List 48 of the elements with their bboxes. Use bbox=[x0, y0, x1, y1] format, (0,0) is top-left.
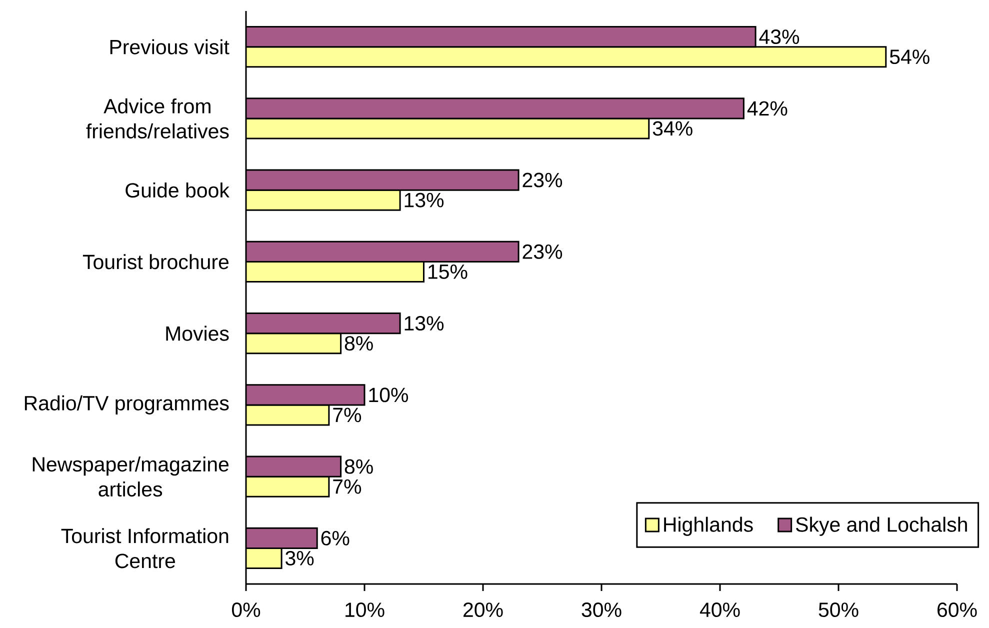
x-tick-label: 0% bbox=[232, 602, 260, 618]
data-label: 42% bbox=[747, 101, 788, 116]
bar bbox=[246, 332, 342, 354]
data-label: 43% bbox=[759, 30, 800, 44]
bar bbox=[246, 260, 424, 282]
data-label: 54% bbox=[890, 50, 930, 64]
legend-label: Skye and Lochalsh bbox=[796, 516, 967, 536]
data-label: 7% bbox=[333, 479, 362, 494]
y-tick-label: Radio/TV programmes bbox=[24, 395, 229, 414]
y-tick-label: Movies bbox=[166, 326, 229, 341]
bar bbox=[246, 384, 366, 406]
data-label: 23% bbox=[522, 172, 562, 188]
y-tick-label: Previous visit bbox=[110, 39, 230, 54]
data-label: 8% bbox=[344, 336, 373, 351]
bar bbox=[246, 476, 330, 498]
y-tick-label: Guide book bbox=[126, 182, 230, 198]
x-tick-label: 20% bbox=[464, 602, 503, 618]
x-tick-label: 10% bbox=[346, 602, 384, 618]
bar bbox=[246, 46, 887, 68]
data-label: 13% bbox=[404, 316, 444, 331]
data-label: 23% bbox=[522, 244, 562, 259]
bar bbox=[246, 240, 520, 262]
data-label: 10% bbox=[369, 388, 408, 402]
x-tick-label: 40% bbox=[700, 602, 740, 618]
bar bbox=[246, 98, 744, 120]
y-tick-label: Tourist brochure bbox=[82, 254, 229, 270]
data-label: 34% bbox=[652, 121, 692, 136]
bar bbox=[246, 189, 401, 211]
bar bbox=[246, 118, 650, 140]
bar bbox=[246, 26, 756, 48]
y-tick-label: Newspaper/magazine articles bbox=[32, 456, 229, 497]
bar bbox=[246, 404, 330, 426]
bar bbox=[246, 527, 318, 549]
data-label: 13% bbox=[404, 192, 444, 208]
data-label: 6% bbox=[321, 530, 350, 546]
data-label: 15% bbox=[428, 264, 468, 279]
x-tick-label: 50% bbox=[818, 602, 858, 618]
y-tick-label: Tourist Information Centre bbox=[61, 528, 228, 568]
bar bbox=[246, 312, 401, 334]
y-tick-label: Advice from friends/relatives bbox=[86, 98, 229, 138]
x-tick-label: 60% bbox=[938, 602, 977, 618]
bar bbox=[246, 456, 342, 478]
legend-label: Highlands bbox=[664, 516, 753, 536]
data-label: 3% bbox=[286, 550, 314, 566]
bar bbox=[246, 169, 520, 191]
x-tick-label: 30% bbox=[582, 602, 622, 618]
data-label: 8% bbox=[344, 459, 373, 474]
data-label: 7% bbox=[333, 408, 362, 422]
